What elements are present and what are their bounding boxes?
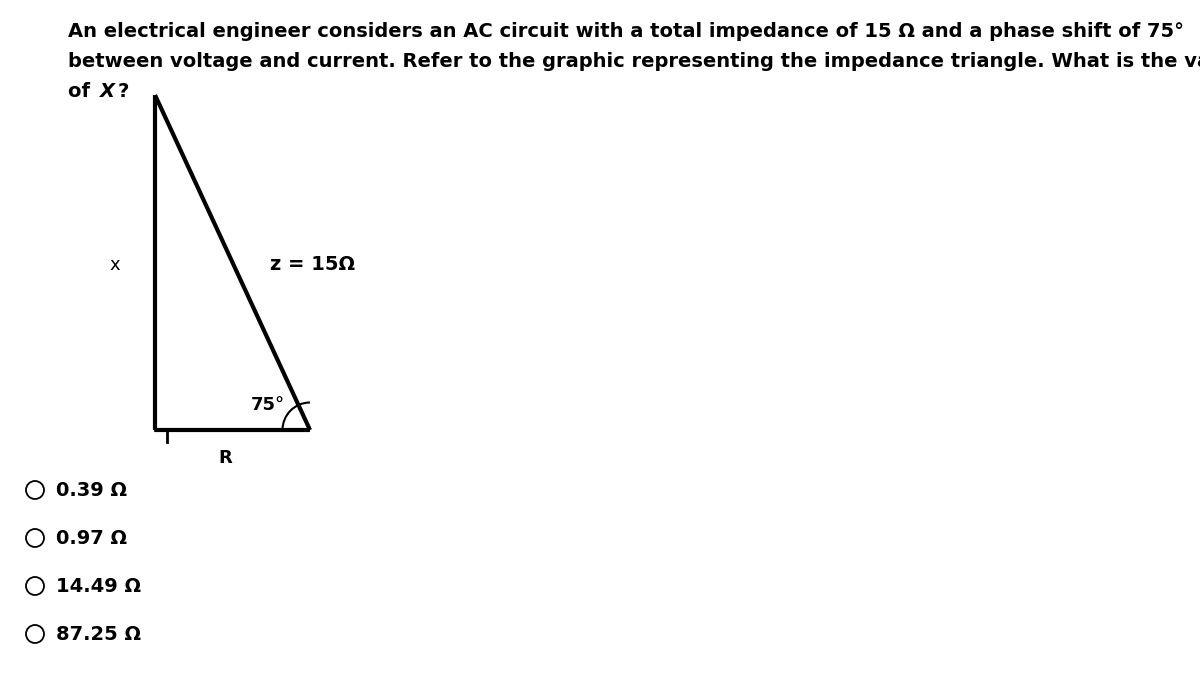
Text: between voltage and current. Refer to the graphic representing the impedance tri: between voltage and current. Refer to th… xyxy=(68,52,1200,71)
Text: 14.49 Ω: 14.49 Ω xyxy=(56,577,142,595)
Text: 75°: 75° xyxy=(251,396,286,414)
Text: ?: ? xyxy=(118,82,130,101)
Text: 0.39 Ω: 0.39 Ω xyxy=(56,480,127,500)
Text: 87.25 Ω: 87.25 Ω xyxy=(56,624,142,644)
Text: X: X xyxy=(100,82,115,101)
Circle shape xyxy=(26,529,44,547)
Text: of: of xyxy=(68,82,97,101)
Text: R: R xyxy=(218,449,232,467)
Circle shape xyxy=(26,625,44,643)
Text: An electrical engineer considers an AC circuit with a total impedance of 15 Ω an: An electrical engineer considers an AC c… xyxy=(68,22,1184,41)
Circle shape xyxy=(26,577,44,595)
Circle shape xyxy=(26,481,44,499)
Text: z = 15Ω: z = 15Ω xyxy=(270,256,355,274)
Text: 0.97 Ω: 0.97 Ω xyxy=(56,528,127,548)
Text: x: x xyxy=(109,256,120,274)
